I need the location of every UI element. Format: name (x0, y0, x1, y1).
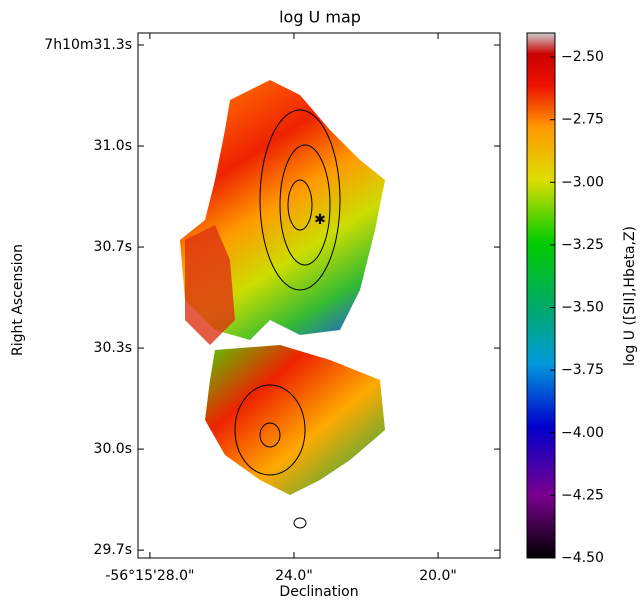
chart-title: log U map (279, 8, 361, 27)
colorbar-tick-label: −3.50 (561, 300, 604, 316)
y-axis-label: Right Ascension (10, 244, 26, 356)
svg-text:✱: ✱ (314, 212, 326, 228)
colorbar-tick-label: −4.00 (561, 425, 604, 441)
y-tick-label: 30.0s (94, 441, 132, 457)
y-tick-label: 29.7s (94, 542, 132, 558)
y-tick-label: 30.3s (94, 340, 132, 356)
colorbar-tick-label: −2.50 (561, 49, 604, 65)
y-tick-label: 7h10m31.3s (44, 37, 132, 53)
colorbar-tick-label: −2.75 (561, 112, 604, 128)
plot-frame (137, 32, 501, 559)
x-tick-label: -56°15'28.0" (105, 568, 194, 584)
x-tick-label: 20.0" (419, 568, 457, 584)
map-image: ✱ (180, 80, 385, 529)
colorbar-tick-label: −4.25 (561, 487, 604, 503)
y-tick-label: 31.0s (94, 138, 132, 154)
colorbar-tick-label: −3.00 (561, 174, 604, 190)
x-tick-label: 24.0" (275, 568, 313, 584)
colorbar (526, 32, 556, 559)
colorbar-tick-label: −4.50 (561, 550, 604, 566)
x-axis-label: Declination (279, 584, 358, 600)
y-tick-label: 30.7s (94, 239, 132, 255)
colorbar-tick-label: −3.75 (561, 362, 604, 378)
colorbar-tick-label: −3.25 (561, 237, 604, 253)
colorbar-label: log U ([SII],Hbeta,Z) (622, 226, 638, 366)
